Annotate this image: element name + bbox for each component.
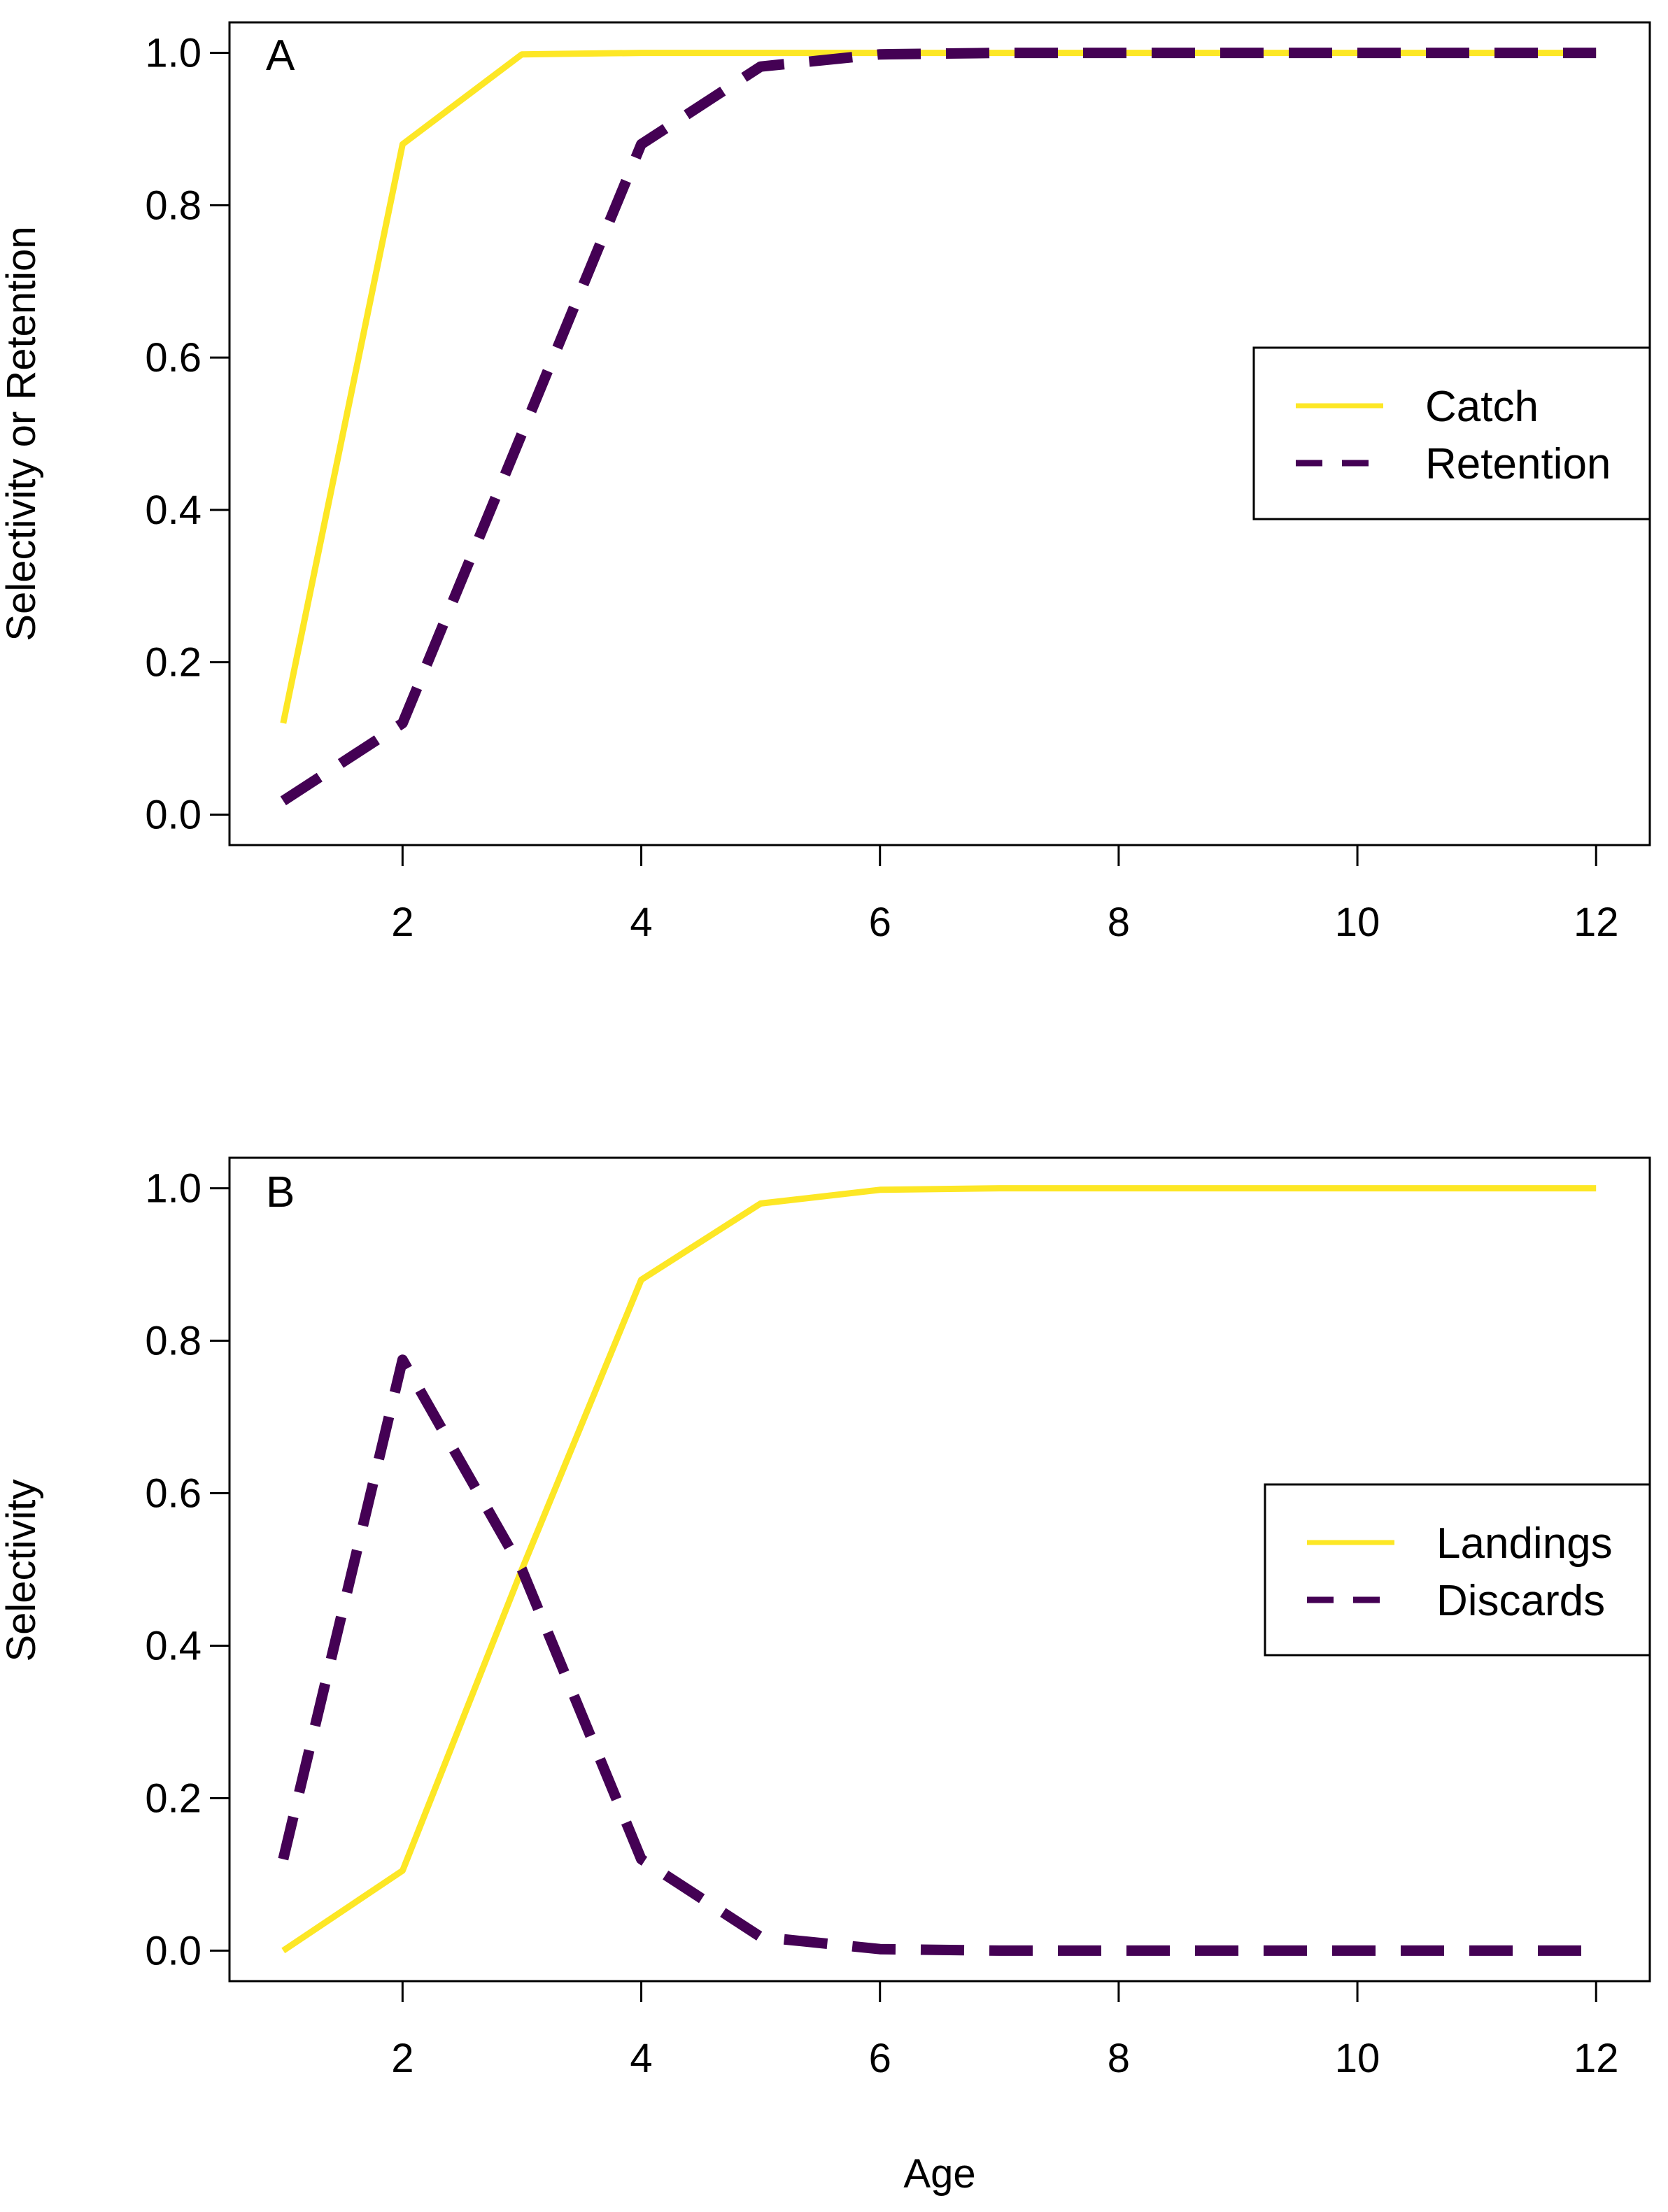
y-tick-label: 0.0 bbox=[145, 792, 202, 837]
y-axis-label: Selectivity bbox=[0, 1479, 44, 1661]
y-tick-label: 0.2 bbox=[145, 640, 202, 686]
legend-label-discards: Discards bbox=[1436, 1577, 1605, 1625]
y-tick-label: 0.8 bbox=[145, 1319, 202, 1364]
y-tick-label: 0.6 bbox=[145, 1471, 202, 1517]
x-tick-label: 10 bbox=[1335, 2036, 1380, 2081]
legend-label-retention: Retention bbox=[1425, 440, 1611, 488]
legend-label-catch: Catch bbox=[1425, 383, 1539, 431]
legend: Landings Discards bbox=[1264, 1483, 1651, 1657]
x-tick-label: 6 bbox=[869, 900, 891, 945]
x-tick-label: 8 bbox=[1108, 2036, 1130, 2081]
legend-box bbox=[1264, 1483, 1651, 1657]
x-tick-label: 12 bbox=[1574, 2036, 1619, 2081]
legend-label-landings: Landings bbox=[1436, 1519, 1613, 1568]
y-tick-label: 0.4 bbox=[145, 1623, 202, 1668]
y-tick-label: 0.2 bbox=[145, 1775, 202, 1821]
series-line-retention bbox=[280, 48, 1597, 806]
y-tick-label: 0.0 bbox=[145, 1928, 202, 1973]
x-tick-label: 8 bbox=[1108, 900, 1130, 945]
x-axis-label: Age bbox=[903, 2151, 975, 2197]
y-tick-label: 1.0 bbox=[145, 31, 202, 76]
panel-b: 0.0 0.2 0.4 0.6 0.8 1.0 2 4 6 8 10 12 B Selectivity Ag… bbox=[0, 1156, 1651, 2197]
y-tick-label: 0.6 bbox=[145, 335, 202, 381]
panel-label: A bbox=[266, 31, 295, 80]
x-tick-label: 4 bbox=[630, 900, 652, 945]
x-tick-label: 2 bbox=[391, 2036, 414, 2081]
y-axis-label: Selectivity or Retention bbox=[0, 226, 44, 641]
y-tick-label: 1.0 bbox=[145, 1166, 202, 1212]
panel-label: B bbox=[266, 1168, 295, 1217]
y-tick-label: 0.4 bbox=[145, 488, 202, 533]
x-tick-label: 6 bbox=[869, 2036, 891, 2081]
legend: Catch Retention bbox=[1252, 346, 1651, 520]
x-tick-label: 12 bbox=[1574, 900, 1619, 945]
series-line-discards bbox=[278, 1354, 1597, 1956]
x-tick-label: 2 bbox=[391, 900, 414, 945]
x-tick-label: 4 bbox=[630, 2036, 652, 2081]
series-line-landings bbox=[281, 1185, 1597, 1954]
panel-a: 0.0 0.2 0.4 0.6 0.8 1.0 2 4 6 8 10 12 A Selectivity o… bbox=[0, 21, 1651, 945]
x-tick-label: 10 bbox=[1335, 900, 1380, 945]
y-tick-label: 0.8 bbox=[145, 183, 202, 228]
legend-box bbox=[1252, 346, 1651, 520]
